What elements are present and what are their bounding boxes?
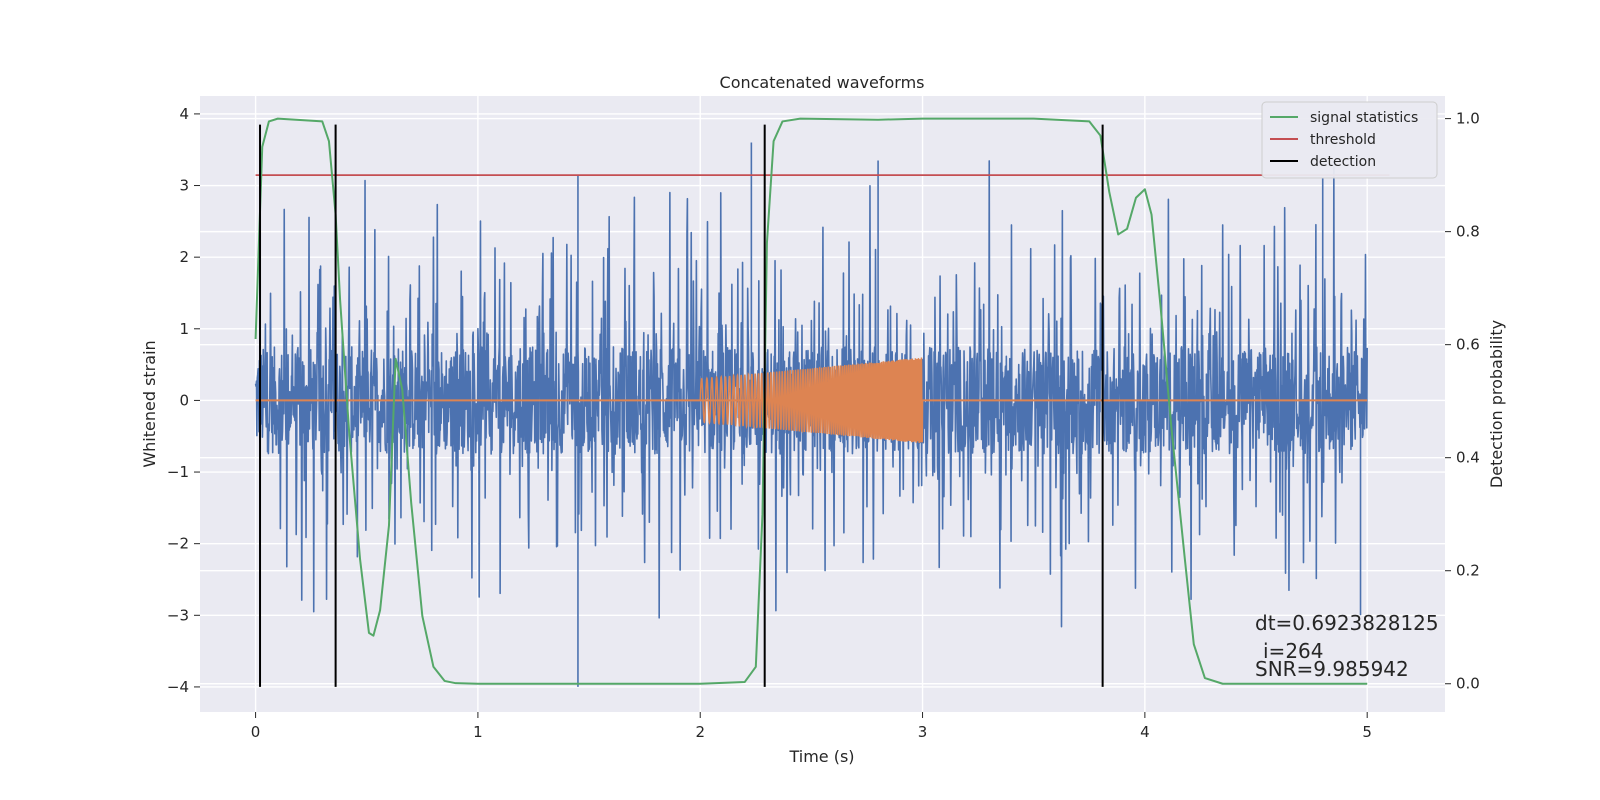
y-right-tick-label-2: 0.4 xyxy=(1456,449,1480,467)
legend-frame xyxy=(1261,101,1438,179)
y-right-tick-label-1: 0.2 xyxy=(1456,562,1480,580)
legend: signal statistics threshold detection xyxy=(1261,101,1438,179)
annotation-i: i=264 xyxy=(1263,639,1324,663)
y-axis-label: Whitened strain xyxy=(140,340,159,467)
y-tick-label-5: 1 xyxy=(179,320,189,338)
y-tick-label-2: −2 xyxy=(167,535,189,553)
x-tick-label-1: 1 xyxy=(473,723,483,741)
data-layer xyxy=(254,117,1390,687)
x-tick-label-0: 0 xyxy=(251,723,261,741)
y-right-tick-label-3: 0.6 xyxy=(1456,336,1480,354)
ticks-bottom: 0 1 2 3 4 5 xyxy=(251,712,1372,741)
y-right-tick-label-4: 0.8 xyxy=(1456,223,1480,241)
y-tick-label-0: −4 xyxy=(167,678,189,696)
y-tick-label-6: 2 xyxy=(179,248,189,266)
x-tick-label-3: 3 xyxy=(918,723,928,741)
y-right-tick-label-0: 0.0 xyxy=(1456,675,1480,693)
y-tick-label-8: 4 xyxy=(179,105,189,123)
y-right-tick-label-5: 1.0 xyxy=(1456,110,1480,128)
legend-label-threshold: threshold xyxy=(1310,132,1376,148)
annotation-snr: SNR=9.985942 xyxy=(1255,657,1409,681)
annotation-dt: dt=0.6923828125 xyxy=(1255,611,1439,635)
y-tick-label-7: 3 xyxy=(179,177,189,195)
ticks-left: −4 −3 −2 −1 0 1 2 3 4 xyxy=(167,105,200,696)
chart-title: Concatenated waveforms xyxy=(720,73,925,92)
x-tick-label-4: 4 xyxy=(1140,723,1150,741)
y-tick-label-3: −1 xyxy=(167,463,189,481)
x-tick-label-2: 2 xyxy=(695,723,705,741)
x-tick-label-5: 5 xyxy=(1362,723,1372,741)
y-axis-label-right: Detection probability xyxy=(1487,320,1506,488)
y-tick-label-1: −3 xyxy=(167,606,189,624)
legend-label-signal-statistics: signal statistics xyxy=(1310,110,1418,126)
legend-label-detection: detection xyxy=(1310,154,1376,170)
injection-chirp xyxy=(699,357,924,443)
ticks-right: 0.0 0.2 0.4 0.6 0.8 1.0 xyxy=(1445,110,1480,693)
y-tick-label-4: 0 xyxy=(179,391,189,409)
x-axis-label: Time (s) xyxy=(788,747,854,766)
